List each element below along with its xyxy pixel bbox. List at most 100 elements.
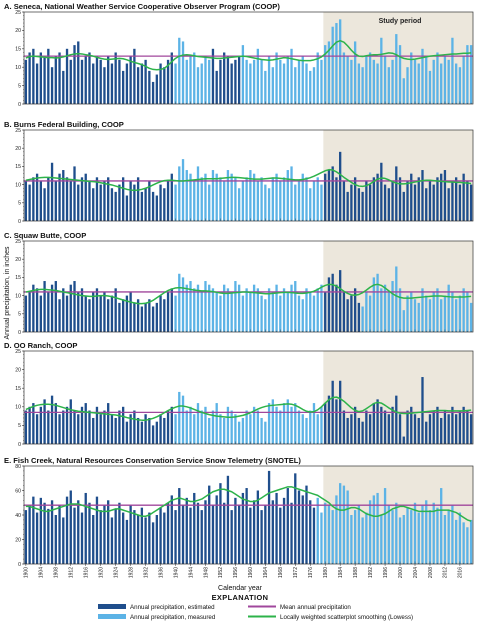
bar [50,395,54,444]
bar [469,519,473,564]
bar [32,496,35,564]
bar [380,162,383,221]
bar [320,512,323,564]
bar [361,517,364,564]
bar [28,52,31,104]
bar [151,81,155,104]
bar [62,288,65,332]
bar [58,505,61,564]
bar [174,295,177,332]
bar [428,299,432,332]
bar [245,59,248,104]
bar [455,299,458,332]
bar [279,59,282,104]
bar [286,56,289,104]
bar [140,421,144,444]
bar [455,177,458,221]
study-period-shading [323,241,473,332]
bar [140,191,144,221]
bar [267,188,271,221]
bar [406,410,409,444]
bar [353,41,357,104]
bar [380,288,383,332]
bar [342,485,346,564]
panel-title: B. Burns Federal Building, COOP [4,120,124,129]
bar [24,510,28,564]
bar [312,180,316,221]
bar [451,37,454,105]
bar [309,500,312,564]
bar [350,184,353,221]
bar [35,63,39,104]
bar [417,177,420,221]
bar [312,403,316,444]
bar [208,485,211,564]
bar [260,177,263,221]
bar [413,502,417,564]
bar [309,70,312,104]
bar [290,166,293,221]
x-tick-label: 1960 [248,567,254,578]
bar [32,284,35,332]
bar [189,406,192,444]
bar [428,70,432,104]
bar [264,421,267,444]
bar [99,295,102,332]
panel-title: E. Fish Creek, Natural Resources Conserv… [4,456,301,465]
bar [185,497,188,564]
bar [80,288,84,332]
bar [178,273,181,332]
bar [361,421,364,444]
bar [43,502,46,564]
legend: EXPLANATION Annual precipitation, estima… [98,593,413,621]
bar [58,52,61,104]
bar [163,417,166,444]
bar [73,410,76,444]
bar [196,403,200,444]
bar [110,414,114,444]
bar [282,403,286,444]
bar [110,188,114,221]
bar [103,505,106,564]
bar [346,299,349,332]
bar [65,496,69,564]
bar [47,48,50,104]
bar [451,505,454,564]
bar [43,399,46,444]
bar [211,170,215,221]
bar [312,295,316,332]
y-tick-label: 25 [15,10,21,16]
y-tick-label: 20 [15,146,21,152]
bar [271,399,274,444]
bar [447,510,450,564]
bar [155,302,158,332]
bar [383,284,387,332]
y-tick-label: 0 [18,442,21,448]
bar [125,421,129,444]
bar [136,299,140,332]
bar [125,63,129,104]
y-tick-label: 15 [15,386,21,392]
bar [264,299,267,332]
bar [346,417,349,444]
bar [166,180,170,221]
bar [215,291,218,332]
bar [200,177,203,221]
bar [166,502,170,564]
y-tick-label: 0 [18,330,21,336]
bar [237,505,241,564]
bar [166,410,170,444]
bar [185,410,188,444]
bar [237,421,241,444]
bar [170,173,173,221]
bar [421,48,424,104]
bar [372,277,376,332]
bar [204,281,207,332]
bar [58,414,61,444]
legend-swatch-measured [98,614,126,619]
bar [69,490,72,564]
bar [219,59,222,104]
bar [294,403,297,444]
bar [335,177,338,221]
bar [118,302,121,332]
